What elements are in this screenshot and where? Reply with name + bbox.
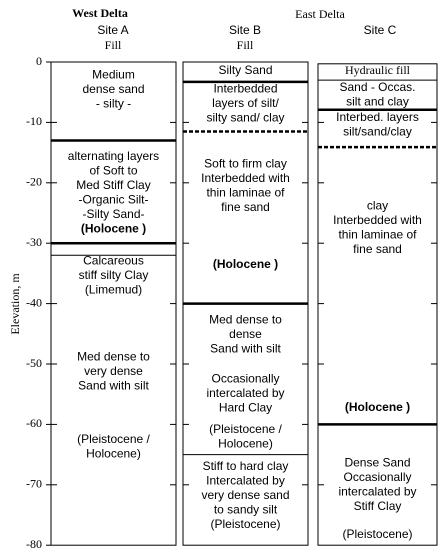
column-box bbox=[317, 63, 438, 546]
layer-description: of Soft to bbox=[89, 163, 137, 177]
layer-description: clay bbox=[367, 198, 388, 212]
column-box bbox=[50, 61, 177, 546]
tick-label: -20 bbox=[26, 175, 42, 189]
tick-label: -40 bbox=[26, 295, 42, 309]
axis-label: Elevation, m bbox=[8, 273, 22, 335]
layer-description: (Pleistocene / bbox=[77, 432, 150, 446]
layer-description: Medium bbox=[92, 68, 135, 82]
layer-description: Calcareous bbox=[83, 254, 144, 268]
layer-description: to sandy silt bbox=[214, 503, 278, 517]
layer-description: -Silty Sand- bbox=[82, 207, 144, 221]
layer-description: Soft to firm clay bbox=[204, 156, 287, 170]
layer-description: Intercalated by bbox=[206, 474, 285, 488]
tick-label: -60 bbox=[26, 416, 42, 430]
layer-description: layers of silt/ bbox=[212, 96, 279, 110]
layer-description: Med dense to bbox=[77, 350, 150, 364]
layer-description: Holocene) bbox=[218, 436, 273, 450]
layer-description: Sand - Occas. bbox=[339, 80, 415, 94]
layer-description: Hard Clay bbox=[219, 401, 272, 415]
layer-description: Stiff to hard clay bbox=[203, 459, 289, 473]
layer-description: -Organic Silt- bbox=[78, 192, 148, 206]
layer-description: Interbedded with bbox=[201, 171, 290, 185]
tick-label: -50 bbox=[26, 356, 42, 370]
layer-description: Sand with silt bbox=[210, 342, 281, 356]
tick-label: -80 bbox=[26, 537, 42, 549]
layer-description: Stiff Clay bbox=[354, 499, 402, 513]
fill-label: Fill bbox=[105, 38, 122, 52]
layer-description: thin laminae of bbox=[338, 227, 417, 241]
layer-description: silty sand/ clay bbox=[206, 111, 284, 125]
layer-description: alternating layers bbox=[68, 149, 159, 163]
site-label: Site C bbox=[364, 23, 397, 37]
tick-label: 0 bbox=[36, 54, 42, 68]
layer-description: dense sand bbox=[82, 82, 144, 96]
layer-description: Med dense to bbox=[209, 313, 282, 327]
layer-description: (Pleistocene) bbox=[342, 527, 412, 541]
region-header: East Delta bbox=[295, 7, 345, 21]
layer-description: Holocene) bbox=[86, 446, 141, 460]
layer-description: Sand with silt bbox=[78, 379, 149, 393]
layer-description: intercalated by bbox=[206, 386, 284, 400]
layer-description: Hydraulic fill bbox=[345, 63, 411, 77]
layer-description: (Pleistocene) bbox=[210, 517, 280, 531]
layer-description: (Limemud) bbox=[85, 283, 142, 297]
layer-description: - silty - bbox=[96, 97, 131, 111]
layer-description: (Holocene ) bbox=[213, 257, 278, 271]
region-header: West Delta bbox=[72, 6, 128, 20]
layer-description: Interbedded bbox=[213, 82, 277, 96]
layer-description: (Holocene ) bbox=[81, 221, 146, 235]
tick-label: -10 bbox=[26, 114, 42, 128]
fill-label: Fill bbox=[237, 38, 254, 52]
layer-description: very dense bbox=[84, 364, 143, 378]
layer-description: (Pleistocene / bbox=[209, 422, 282, 436]
layer-description: intercalated by bbox=[338, 484, 416, 498]
layer-description: fine sand bbox=[221, 200, 270, 214]
layer-description: (Holocene ) bbox=[345, 400, 410, 414]
layer-description: Dense Sand bbox=[344, 455, 410, 469]
layer-description: Occasionally bbox=[343, 470, 411, 484]
layer-description: silt and clay bbox=[346, 94, 409, 108]
tick-label: -30 bbox=[26, 235, 42, 249]
layer-description: thin laminae of bbox=[206, 185, 285, 199]
tick-label: -70 bbox=[26, 477, 42, 491]
site-label: Site A bbox=[97, 23, 128, 37]
layer-description: fine sand bbox=[353, 242, 402, 256]
layer-description: Interbedded with bbox=[333, 213, 422, 227]
layer-description: Occasionally bbox=[211, 372, 279, 386]
site-label: Site B bbox=[229, 23, 261, 37]
layer-description: stiff silty Clay bbox=[79, 268, 149, 282]
layer-description: dense bbox=[229, 327, 262, 341]
layer-description: Silty Sand bbox=[218, 63, 272, 77]
layer-description: very dense sand bbox=[201, 488, 289, 502]
layer-description: Interbed. layers bbox=[336, 110, 419, 124]
layer-description: Med Stiff Clay bbox=[76, 178, 150, 192]
layer-description: silt/sand/clay bbox=[343, 124, 412, 138]
